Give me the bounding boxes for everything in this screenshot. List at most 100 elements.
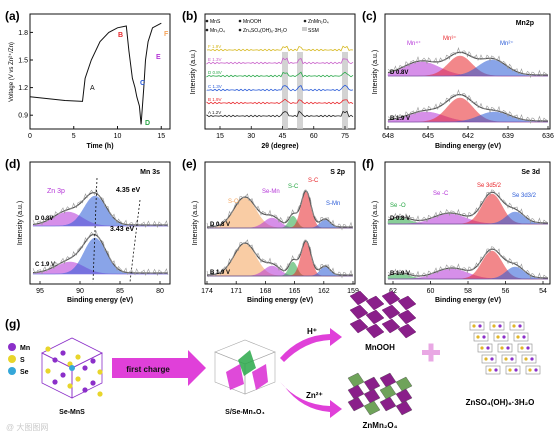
xtick-label: 159 — [347, 288, 359, 295]
xtick-label: 0 — [28, 133, 32, 140]
lattice-cell — [493, 332, 509, 342]
legend-marker — [238, 19, 242, 23]
panel-e: (e) S 2p Intensity (a.u.) Binding energy… — [182, 157, 359, 304]
octahedron — [365, 295, 385, 311]
panel-b-legend: MnS Mn₃O₄ MnOOH Zn₄SO₄(OH)₆·3H₂O ZnMn₂O₄… — [210, 19, 329, 34]
lattice-cell — [469, 321, 485, 331]
zn-arrow — [280, 382, 342, 418]
panel-c: (c) Mn2p Intensity (a.u.) Binding energy… — [362, 9, 554, 150]
xtick-label: 645 — [422, 133, 434, 140]
legend-marker — [205, 19, 209, 23]
octahedron — [365, 323, 385, 339]
octahedron — [395, 400, 413, 416]
panel-g: (g) Mn S Se Se-MnS first charge S/Se-Mn₃… — [5, 290, 541, 430]
atom — [508, 368, 512, 372]
legend-mn3o4: Mn₃O₄ — [210, 28, 225, 34]
octahedron — [379, 372, 397, 388]
peak-mn3: Mn³⁺ — [443, 35, 457, 42]
xtick-label: 30 — [247, 133, 255, 140]
legend-ssm: SSM — [308, 28, 319, 34]
xtick-label: 165 — [289, 288, 301, 295]
octahedron — [395, 376, 413, 392]
xrd-trace — [206, 45, 354, 52]
xtick-label: 639 — [502, 133, 514, 140]
octahedron — [363, 376, 381, 392]
panel-a-frame — [29, 13, 171, 130]
panel-a-curve — [29, 22, 162, 125]
xtick-label: 54 — [539, 288, 547, 295]
panel-b-ylabel: Intensity (a.u.) — [190, 50, 197, 94]
octahedron — [365, 309, 385, 325]
atom — [488, 368, 492, 372]
atom — [67, 383, 73, 389]
xtick-label: 636 — [542, 133, 554, 140]
raw-data — [32, 230, 169, 277]
dash-line — [129, 199, 141, 283]
trace-c-b: B 1.9 V — [390, 116, 410, 122]
xtick-label: 168 — [260, 288, 272, 295]
panel-c-xticks: 648 645 642 639 636 — [382, 126, 554, 140]
peak-sc1: S-C — [288, 184, 299, 190]
label-znmn2o4: ZnMn₂O₄ — [363, 421, 398, 430]
xtick-label: 56 — [502, 288, 510, 295]
atom — [75, 354, 81, 360]
legend-znmn2o4: ZnMn₂O₄ — [308, 19, 329, 25]
panel-f-title: Se 3d — [521, 169, 540, 176]
split-d: 4.35 eV — [116, 187, 140, 194]
atom — [510, 357, 514, 361]
trace-label: E 1.3V — [208, 57, 222, 62]
atom — [492, 324, 496, 328]
split-c: 3.43 eV — [110, 226, 134, 233]
panel-c-label: (c) — [362, 9, 377, 23]
atom — [514, 368, 518, 372]
atom — [482, 335, 486, 339]
panel-f-ylabel: Intensity (a.u.) — [372, 201, 379, 245]
lattice-cell — [481, 354, 497, 364]
xtick-label: 171 — [230, 288, 242, 295]
panel-a-xlabel: Time (h) — [86, 143, 113, 150]
ytick-label: 0.9 — [18, 113, 28, 120]
legend-mn: Mn — [20, 345, 30, 352]
lattice-cell — [505, 365, 521, 375]
panel-c-title: Mn2p — [516, 20, 534, 27]
xrd-trace — [206, 57, 354, 65]
panel-c-plot — [387, 47, 548, 125]
peak-se3d32: Se 3d3/2 — [512, 193, 537, 199]
panel-f: (f) Se 3d Intensity (a.u.) Binding energ… — [362, 157, 551, 304]
atom — [486, 346, 490, 350]
panel-a: (a) Voltage (V vs Zn²⁺/Zn) Time (h) 0 5 10… — [5, 9, 171, 150]
label-mn3o4: S/Se-Mn₃O₄ — [225, 409, 265, 416]
atom — [494, 368, 498, 372]
panel-b-xticks: 15 30 45 60 75 — [216, 126, 349, 140]
ssm-band-3 — [342, 52, 348, 129]
atom — [498, 324, 502, 328]
panel-e-xticks: 174 171 168 165 162 159 — [201, 281, 359, 295]
atom — [75, 376, 81, 382]
xtick-label: 45 — [279, 133, 287, 140]
label-first-charge: first charge — [126, 365, 170, 374]
atom — [504, 357, 508, 361]
panel-d-frame — [29, 161, 171, 285]
first-charge-arrow — [112, 350, 206, 386]
panel-d-title: Mn 3s — [140, 169, 160, 176]
fit-peak — [388, 111, 548, 123]
peak-mn2: Mn²⁺ — [500, 40, 514, 47]
atom — [516, 335, 520, 339]
trace-c-d: D 0.8V — [390, 70, 408, 76]
atom — [52, 357, 58, 363]
atom — [478, 324, 482, 328]
panel-b-xlabel: 2θ (degree) — [261, 143, 298, 150]
panel-f-frame — [384, 161, 551, 285]
mn3o4-crystal — [214, 339, 276, 395]
panel-a-ylabel: Voltage (V vs Zn²⁺/Zn) — [8, 42, 15, 102]
xtick-label: 95 — [36, 288, 44, 295]
panel-d-label: (d) — [5, 157, 20, 171]
panel-f-label: (f) — [362, 157, 374, 171]
legend-mnooh: MnOOH — [243, 19, 262, 25]
panel-c-ylabel: Intensity (a.u.) — [372, 50, 379, 94]
legend-marker — [302, 27, 307, 31]
atom — [518, 324, 522, 328]
octahedron — [363, 388, 381, 404]
raw-data — [206, 239, 353, 279]
trace-label: C 1.3V — [208, 84, 222, 89]
